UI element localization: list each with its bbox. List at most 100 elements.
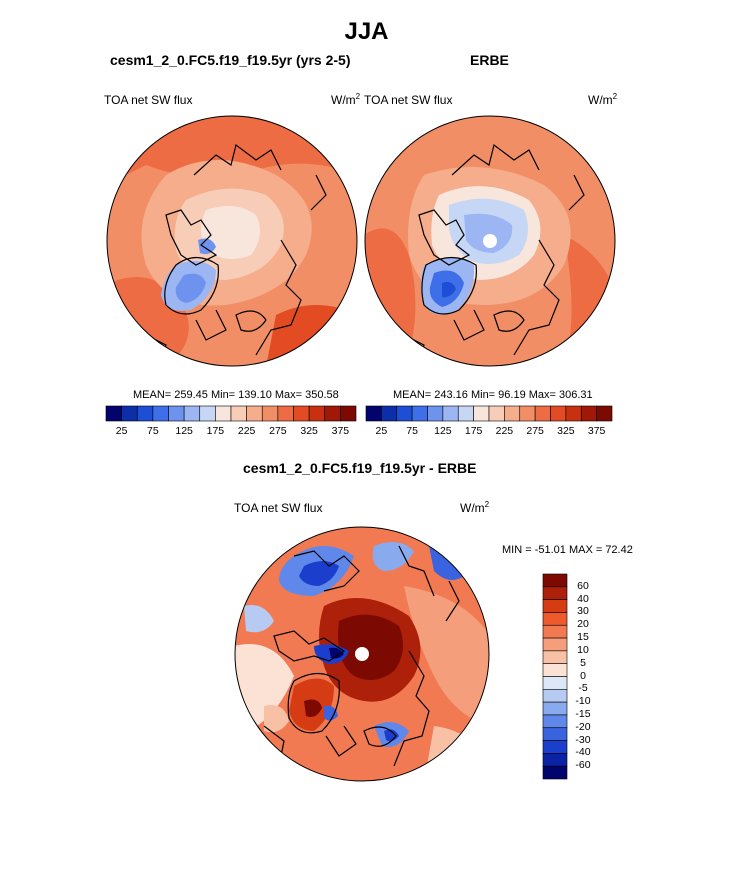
obs-colorbar-tick-label: 325 [557,425,575,437]
diff-colorbar-tick-label: 30 [577,605,589,618]
diff-polar-map [234,526,490,782]
diff-colorbar-tick-label: 0 [580,669,586,682]
model-colorbar-swatch [340,405,357,422]
model-colorbar-swatch [121,405,138,422]
obs-colorbar-swatch [504,405,521,422]
obs-colorbar-swatch [473,405,490,422]
model-colorbar-tick-label: 275 [269,425,287,437]
obs-colorbar [365,405,613,422]
obs-colorbar-swatch [396,405,413,422]
diff-colorbar-swatch [542,753,568,767]
diff-colorbar-swatch [542,689,568,703]
obs-colorbar-tick-label: 175 [464,425,483,437]
model-colorbar-swatch [199,405,216,422]
diff-colorbar-tick-label: 20 [577,618,589,631]
model-colorbar-tick-label: 375 [331,425,350,437]
diff-colorbar-tick-label: 5 [580,656,586,669]
obs-colorbar-labels: 25 75 125 175 225 275 325 375 [366,425,612,439]
diff-minmax: MIN = -51.01 MAX = 72.42 [502,544,633,556]
diff-colorbar-tick-label: 15 [577,631,589,644]
diff-colorbar-tick-label: 10 [577,643,589,656]
diff-colorbar-tick-label: 40 [577,592,589,605]
model-colorbar-swatch [152,405,169,422]
diff-unit-label: W/m2 [460,500,490,515]
obs-colorbar-tick-label: 275 [526,425,544,437]
obs-colorbar-tick-label: 25 [375,425,388,437]
model-colorbar-swatch [215,405,232,422]
diff-colorbar-swatch [542,612,568,626]
obs-variable-label: TOA net SW flux [364,93,453,107]
obs-colorbar-tick-label: 375 [587,425,606,437]
diff-colorbar-swatch [542,727,568,741]
obs-colorbar-swatch [365,405,382,422]
figure-title: JJA [344,18,389,45]
diff-colorbar-swatch [542,573,568,588]
obs-colorbar-swatch [411,405,428,422]
model-stats: MEAN= 259.45 Min= 139.10 Max= 350.58 [133,389,339,401]
model-panel-title: cesm1_2_0.FC5.f19_f19.5yr (yrs 2-5) [110,52,351,68]
obs-colorbar-swatch [457,405,474,422]
diff-colorbar-swatch [542,765,568,780]
obs-panel-title: ERBE [470,52,509,68]
model-colorbar-swatch [168,405,185,422]
model-colorbar-swatch [246,405,263,422]
obs-stats: MEAN= 243.16 Min= 96.19 Max= 306.31 [393,389,593,401]
obs-colorbar-swatch [580,405,597,422]
obs-colorbar-tick-label: 75 [406,425,418,437]
model-variable-label: TOA net SW flux [104,93,193,107]
obs-colorbar-swatch [442,405,459,422]
obs-colorbar-swatch [381,405,398,422]
diff-colorbar-tick-label: -30 [575,733,591,746]
diff-colorbar-swatch [542,624,568,639]
model-colorbar-swatch [183,405,201,422]
diff-polar-gap [355,647,369,661]
diff-colorbar-tick-label: -60 [575,759,591,772]
model-colorbar-swatch [261,405,279,422]
obs-colorbar-swatch [519,405,536,422]
diff-panel-title: cesm1_2_0.FC5.f19_f19.5yr - ERBE [243,460,477,476]
model-colorbar [105,405,357,422]
diff-colorbar-swatch [542,637,568,652]
obs-colorbar-swatch [565,405,582,422]
model-polar-map [106,115,358,367]
diff-colorbar-tick-label: -10 [575,695,591,708]
diff-colorbar-tick-label: -5 [578,682,588,695]
obs-colorbar-swatch [534,405,551,422]
diff-colorbar-tick-label: -20 [575,720,591,733]
model-colorbar-swatch [308,405,326,422]
model-colorbar-swatch [136,405,154,422]
diff-colorbar-swatch [542,586,568,600]
model-colorbar-swatch [230,405,247,422]
diff-variable-label: TOA net SW flux [234,501,323,515]
obs-unit-label: W/m2 [588,92,618,107]
model-colorbar-labels: 25 75 125 175 225 275 325 375 [106,425,356,439]
obs-colorbar-swatch [596,405,613,422]
model-colorbar-tick-label: 175 [206,425,225,437]
model-colorbar-swatch [105,405,122,422]
model-unit-label: W/m2 [331,92,361,107]
model-colorbar-tick-label: 225 [237,425,256,437]
diff-colorbar-swatch [542,701,568,716]
model-colorbar-tick-label: 75 [147,425,159,437]
obs-colorbar-swatch [550,405,567,422]
obs-colorbar-tick-label: 125 [434,425,452,437]
diff-colorbar-tick-label: -40 [575,746,591,759]
diff-colorbar-swatch [542,676,568,690]
model-colorbar-swatch [277,405,294,422]
diff-colorbar [542,573,568,780]
diff-colorbar-swatch [542,663,568,677]
obs-colorbar-swatch [488,405,505,422]
obs-colorbar-tick-label: 225 [495,425,514,437]
obs-polar-gap [483,234,497,248]
obs-polar-map [364,115,616,367]
obs-colorbar-swatch [427,405,444,422]
diff-colorbar-swatch [542,650,568,664]
model-colorbar-tick-label: 125 [175,425,193,437]
model-colorbar-tick-label: 325 [300,425,318,437]
diff-colorbar-swatch [542,740,568,754]
model-colorbar-swatch [293,405,310,422]
diff-colorbar-tick-label: 60 [577,579,589,592]
diff-colorbar-swatch [542,599,568,613]
diff-colorbar-labels: 60 40 30 20 15 10 5 0 -5 -10 -15 -20 -30 -40 -60 [568,574,598,779]
model-colorbar-swatch [324,405,341,422]
